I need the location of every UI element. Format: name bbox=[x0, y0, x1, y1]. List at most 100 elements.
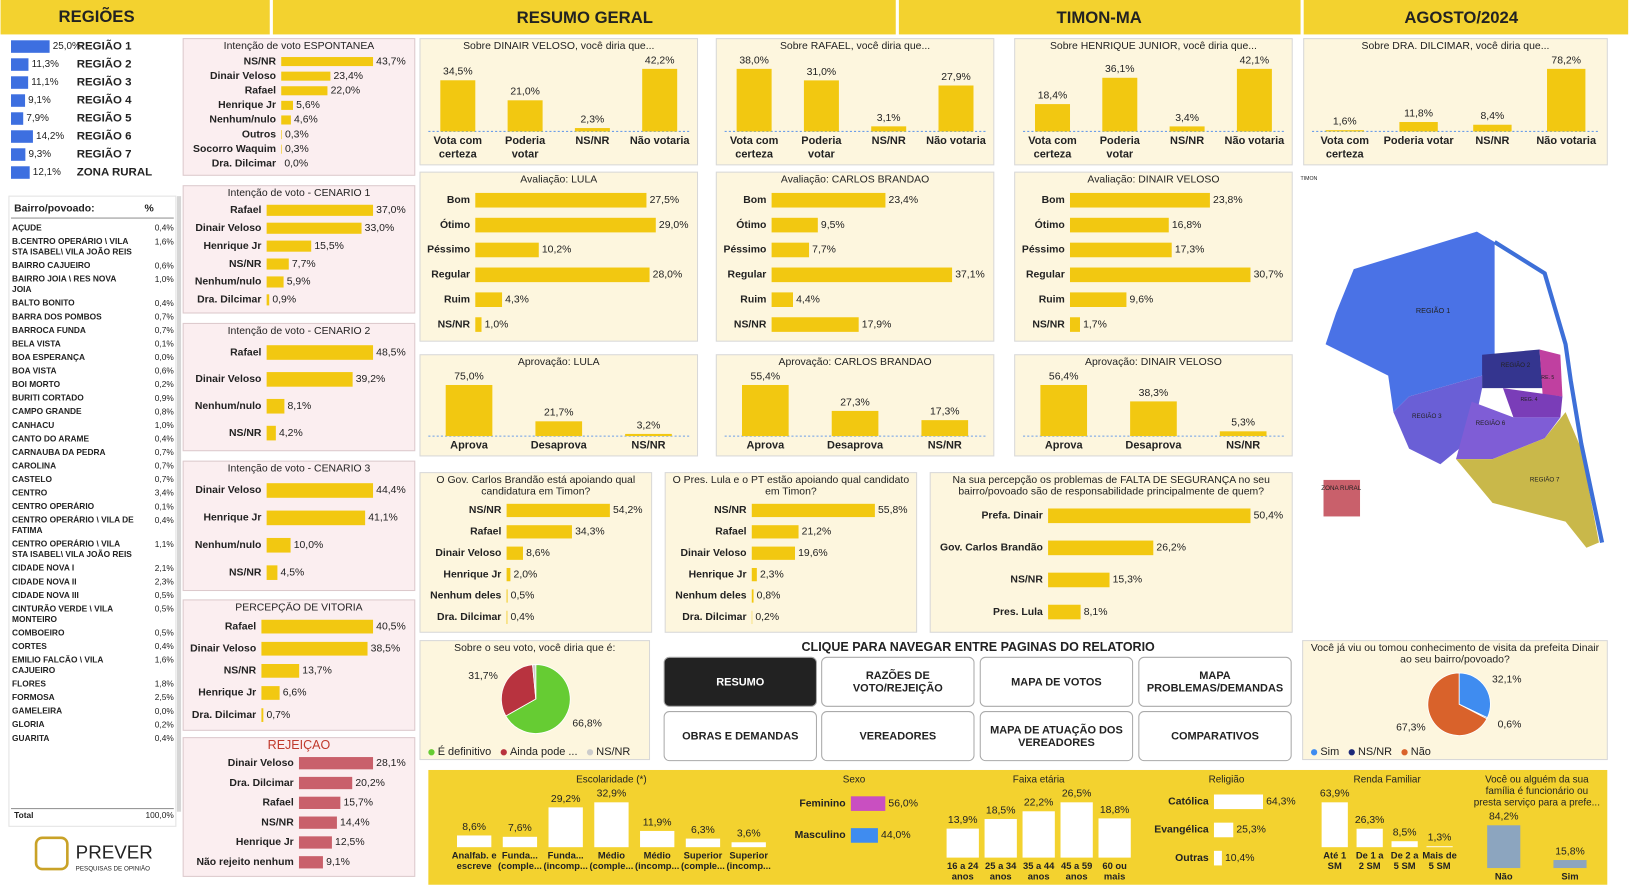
bar bbox=[1236, 68, 1272, 132]
nav-button-label[interactable]: COMPARATIVOS bbox=[1171, 729, 1259, 743]
value-label: 15,7% bbox=[343, 798, 373, 809]
category-label-box: NS/NR bbox=[575, 135, 609, 148]
value-label: 13,9% bbox=[948, 815, 978, 826]
chart-title-box: Aprovação: CARLOS BRANDAO bbox=[779, 357, 932, 368]
value-label: 15,8% bbox=[1555, 846, 1585, 857]
table-cell-name: BARROCA FUNDA bbox=[12, 325, 86, 335]
nav-button[interactable] bbox=[663, 656, 817, 707]
bar bbox=[946, 828, 979, 858]
nav-button[interactable] bbox=[979, 711, 1134, 762]
value-label: 9,1% bbox=[326, 857, 350, 868]
category-label-box: Não votaria bbox=[926, 134, 986, 148]
pie-slice bbox=[1458, 672, 1491, 719]
table-cell-name: BOA VISTA bbox=[12, 366, 57, 376]
map-region[interactable] bbox=[1456, 412, 1599, 548]
nav-button-label[interactable]: MAPA DE VOTOS bbox=[1011, 675, 1102, 689]
nav-button[interactable] bbox=[663, 711, 817, 762]
nav-button-label[interactable]: OBRAS E DEMANDAS bbox=[682, 729, 799, 743]
nav-button-box: RAZÕES DE VOTO/REJEIÇÃO bbox=[852, 669, 943, 695]
bar bbox=[1069, 317, 1080, 332]
category-label-box: Desaprova bbox=[1125, 439, 1181, 452]
bar bbox=[11, 76, 29, 89]
map-region[interactable] bbox=[1539, 349, 1563, 397]
map-region[interactable] bbox=[1393, 375, 1483, 465]
bar bbox=[266, 204, 374, 216]
table-cell-name-box: EMILIO FALCÃO \ VILA CAJUEIRO bbox=[12, 655, 103, 675]
category-label: Feminino bbox=[799, 798, 845, 809]
map-region[interactable] bbox=[1325, 231, 1495, 413]
nav-button-label[interactable]: RAZÕES DE VOTO/REJEIÇÃO bbox=[852, 669, 943, 695]
map-region[interactable] bbox=[1323, 479, 1361, 517]
value-label: 1,0% bbox=[485, 319, 509, 330]
map-region[interactable] bbox=[1456, 401, 1561, 460]
bar bbox=[1213, 822, 1234, 838]
bar bbox=[281, 100, 293, 110]
bar bbox=[1069, 217, 1169, 233]
value-label: 31,0% bbox=[807, 67, 837, 78]
category-label-box: Não votaria bbox=[1536, 135, 1596, 148]
bar bbox=[281, 130, 282, 140]
table-cell-name: CENTRO OPERÁRIO \ VILA STA ISABEL\ VILA … bbox=[12, 539, 132, 560]
bar bbox=[771, 242, 810, 258]
nav-button[interactable] bbox=[1138, 711, 1292, 762]
category-label: Poderia votar bbox=[505, 134, 546, 161]
table-cell-name-box: BOI MORTO bbox=[12, 380, 60, 389]
table-cell-value: 1,1% bbox=[155, 539, 175, 549]
category-label: NS/NR bbox=[1010, 575, 1043, 586]
scrollbar[interactable] bbox=[176, 196, 182, 812]
table-cell-name: BAIRRO JOIA \ RES NOVA JOIA bbox=[12, 274, 117, 295]
river bbox=[1493, 240, 1605, 543]
bar bbox=[594, 802, 629, 848]
nav-button-label[interactable]: MAPA PROBLEMAS/DEMANDAS bbox=[1146, 669, 1284, 695]
category-label: Regular bbox=[728, 270, 767, 281]
nav-button[interactable] bbox=[1138, 656, 1292, 707]
table-cell-name-box: GLORIA bbox=[12, 719, 45, 730]
category-label: Não votaria bbox=[1224, 134, 1285, 148]
category-label: Pres. Lula bbox=[993, 607, 1043, 618]
table-cell-name-box: CIDADE NOVA II bbox=[12, 577, 76, 586]
value-label: 17,9% bbox=[862, 319, 892, 330]
bar bbox=[640, 830, 675, 848]
category-label: Superior (incomp... bbox=[726, 850, 771, 872]
category-label: Nenhum/nulo bbox=[195, 277, 262, 288]
value-label: 18,5% bbox=[986, 805, 1016, 816]
value-label: 20,2% bbox=[355, 778, 385, 789]
bar bbox=[921, 420, 969, 437]
value-label: 21,0% bbox=[510, 87, 540, 98]
nav-button[interactable] bbox=[821, 711, 975, 762]
bar bbox=[261, 641, 368, 656]
value-label: 32,9% bbox=[597, 789, 627, 800]
map-region[interactable] bbox=[1502, 388, 1563, 418]
value-label: 29,2% bbox=[551, 794, 581, 805]
chart-title: Renda Familiar bbox=[1353, 774, 1421, 786]
value-label: 29,0% bbox=[659, 220, 689, 231]
value-label: 22,2% bbox=[1024, 798, 1054, 809]
map-region[interactable] bbox=[1482, 349, 1543, 389]
value-label: 18,4% bbox=[1038, 91, 1068, 102]
map-label: REG. 4 bbox=[1521, 397, 1538, 403]
nav-button[interactable] bbox=[821, 656, 975, 707]
bar bbox=[1487, 825, 1521, 869]
nav-button[interactable] bbox=[979, 656, 1134, 707]
chart-title: Avaliação: LULA bbox=[520, 174, 598, 186]
chart-title-box: Faixa etária bbox=[1013, 774, 1065, 785]
chart-title-box: Você já viu ou tomou conhecimento de vis… bbox=[1311, 643, 1599, 666]
nav-button-label[interactable]: MAPA DE ATUAÇÃO DOS VEREADORES bbox=[990, 723, 1123, 749]
bar bbox=[457, 835, 492, 848]
category-label: Desaprova bbox=[827, 439, 884, 452]
value-label: 9,1% bbox=[28, 95, 51, 106]
logo-icon bbox=[34, 836, 69, 871]
category-label: REGIÃO 1 bbox=[77, 40, 132, 53]
category-label: Não votaria bbox=[926, 134, 986, 148]
nav-button-label[interactable]: RESUMO bbox=[716, 675, 765, 689]
table-cell-name: GLORIA bbox=[12, 719, 45, 730]
table-cell-value: 2,1% bbox=[155, 563, 175, 573]
table-cell-name: FORMOSA bbox=[12, 692, 55, 703]
category-label: De 2 a 5 SM bbox=[1390, 850, 1419, 872]
value-label: 0,3% bbox=[285, 129, 309, 140]
nav-button-label[interactable]: VEREADORES bbox=[859, 729, 937, 743]
category-label: NS/NR bbox=[229, 567, 262, 578]
table-cell-name-box: FORMOSA bbox=[12, 692, 55, 703]
table-cell-value: 0,7% bbox=[155, 447, 175, 457]
bar bbox=[1391, 841, 1418, 848]
